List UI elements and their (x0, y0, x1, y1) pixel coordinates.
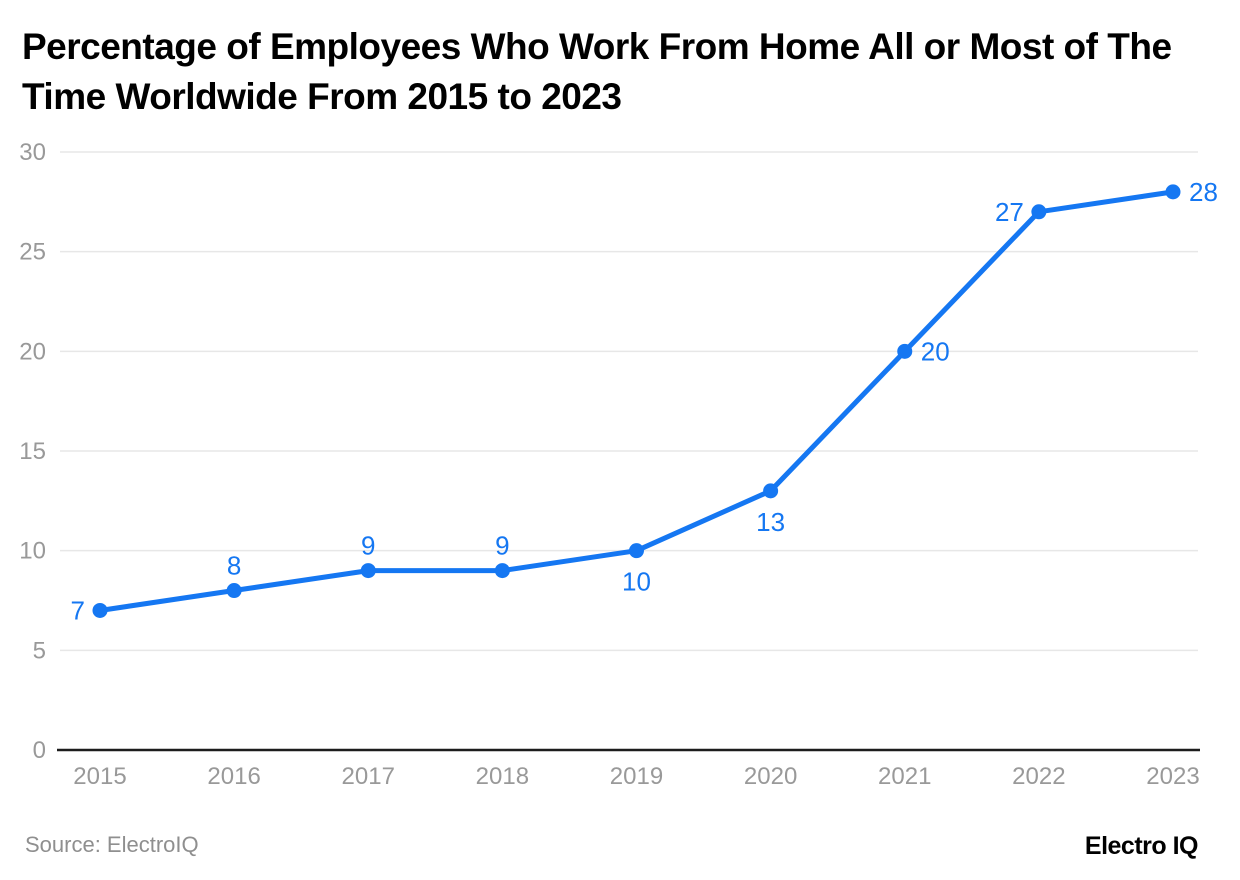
y-tick-label: 25 (19, 239, 46, 266)
y-tick-label: 10 (19, 538, 46, 565)
data-point-label: 28 (1189, 177, 1218, 207)
data-point-label: 8 (227, 551, 241, 581)
data-point-label: 20 (921, 336, 950, 366)
x-tick-label: 2017 (342, 763, 395, 790)
chart-title: Percentage of Employees Who Work From Ho… (22, 26, 1172, 117)
data-point-label: 9 (495, 531, 509, 561)
x-tick-label: 2022 (1012, 763, 1065, 790)
data-point (360, 563, 376, 579)
data-point-label: 13 (756, 507, 785, 537)
data-point (763, 483, 779, 499)
data-point (494, 563, 510, 579)
x-tick-label: 2023 (1146, 763, 1199, 790)
data-point-label: 27 (995, 197, 1024, 227)
x-tick-label: 2020 (744, 763, 797, 790)
x-tick-label: 2019 (610, 763, 663, 790)
x-tick-label: 2016 (207, 763, 260, 790)
data-point (629, 543, 644, 559)
data-point-label: 10 (622, 567, 651, 597)
source-note: Source: ElectroIQ (25, 832, 199, 857)
y-tick-label: 15 (19, 438, 46, 465)
brand-logo: Electro IQ (1084, 832, 1199, 860)
data-point (226, 583, 242, 599)
data-point (92, 602, 108, 618)
y-tick-label: 0 (33, 737, 46, 764)
data-point (1165, 184, 1181, 200)
x-tick-label: 2018 (476, 763, 529, 790)
y-tick-label: 30 (19, 139, 46, 166)
y-tick-label: 5 (33, 637, 46, 664)
data-point-label: 7 (71, 595, 85, 625)
data-point (897, 343, 913, 359)
x-tick-label: 2021 (878, 763, 931, 790)
data-point-label: 9 (361, 531, 375, 561)
y-tick-label: 20 (19, 338, 46, 365)
x-tick-label: 2015 (73, 763, 126, 790)
data-point (1031, 204, 1047, 220)
